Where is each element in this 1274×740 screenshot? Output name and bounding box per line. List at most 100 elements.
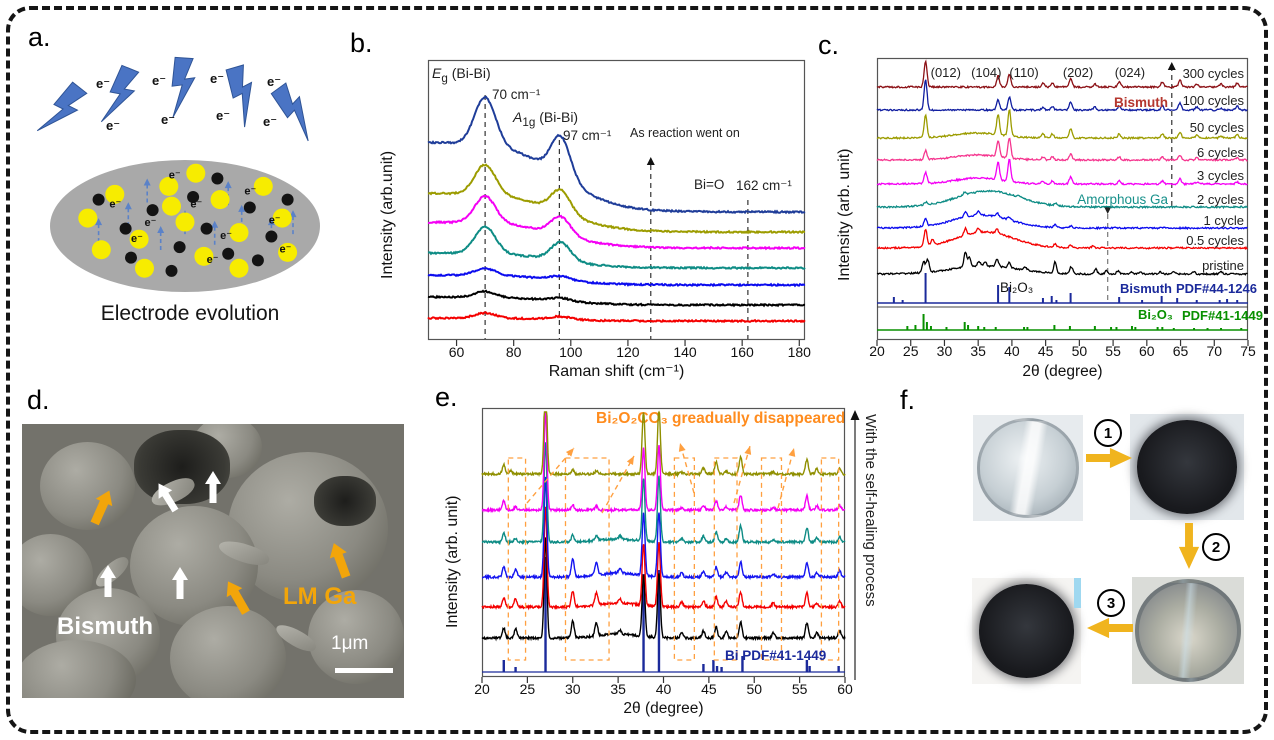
arrow-head [1167,62,1176,70]
disappearing-peak-box [760,457,783,661]
electron-symbol: e⁻ [263,114,277,129]
sem-micrograph [22,424,404,698]
reference-bi2o3-name: Bi₂O₃ [1138,307,1173,322]
e-x-tick: 30 [564,681,581,697]
reference-bi2o3-pdf: PDF#41-1449 [1182,308,1263,323]
xrd-trace-50-cycles [876,108,1248,141]
black-electrode-disc [1136,420,1238,514]
black-particle-dot [265,230,278,243]
disappearing-peak-box [713,457,738,661]
electron-symbol: e⁻ [207,254,219,266]
annotation-eg-mode: Eg (Bi-Bi) [432,65,491,85]
step-1-number: 1 [1094,419,1122,447]
reference-bismuth-name: Bismuth [1120,281,1172,296]
panel-label-b: b. [350,28,373,58]
electron-symbol: e⁻ [169,169,181,181]
xrd-trace-300-cycles [876,59,1248,90]
annotation-reaction: As reaction went on [630,126,740,140]
raman-chart [427,59,806,346]
c-x-tick: 70 [1206,343,1223,359]
yellow-particle-dot [91,240,111,260]
c-x-tick: 60 [1139,343,1155,359]
xrd-trace-0.5-cycles [876,225,1248,251]
series-label-3-cycles: 3 cycles [1197,168,1244,183]
annotation-arrow [733,445,751,504]
black-particle-dot [211,172,224,185]
e-y-axis-label: Intensity (arb. unit) [444,495,461,629]
disappearing-peak-box [820,457,840,661]
electron-symbol: e⁻ [190,199,202,211]
sem-cavity [314,476,376,526]
annotation-arrow [777,447,795,509]
electron-symbol: e⁻ [152,73,166,88]
electron-symbol: e⁻ [106,118,120,133]
b-x-tick: 140 [673,344,697,360]
annotation-bismuth: Bismuth [1114,95,1168,110]
lightning-bolt-icon [171,56,196,118]
bismuth-arrow [158,483,179,513]
electron-symbol: e⁻ [96,76,110,91]
electron-symbol: e⁻ [131,233,143,245]
series-label-6-cycles: 6 cycles [1197,145,1244,160]
xrd-healing-chart [481,407,846,683]
electron-symbol: e⁻ [280,243,292,255]
bismuth-arrow [172,567,188,599]
xrd-trace-1-cycle [876,209,1248,231]
a1g-symbol: A [513,109,523,125]
raman-trace-trace-5 [427,266,806,288]
annotation-bi2o3: Bi₂O₃ [1000,280,1034,295]
bismuth-arrow [100,565,116,597]
annotation-bi-o: Bi=O [694,177,725,192]
step-1-arrow [1086,447,1132,469]
sem-scale-bar [335,668,393,673]
series-label-50-cycles: 50 cycles [1189,120,1244,135]
yellow-particle-dot [210,190,230,210]
raman-trace-trace-1-top [427,95,806,215]
silver-electrode-disc [976,418,1080,518]
black-particle-dot [243,201,256,214]
lightning-bolt-icon [270,82,309,142]
raman-trace-trace-6 [427,289,806,308]
series-label-100-cycles: 100 cycles [1182,93,1244,108]
eg-symbol: E [432,65,442,81]
panel-label-c: c. [818,30,840,60]
xrd-trace-stage-4 [481,442,846,546]
c-x-tick: 20 [869,343,885,359]
raman-trace-trace-4 [427,224,806,271]
electron-flow-arrow-head [95,218,103,226]
e-x-tick: 35 [610,681,626,697]
electrode-evolution-caption: Electrode evolution [100,302,280,325]
electron-flow-arrow-head [224,181,232,189]
e-x-tick: 60 [837,681,853,697]
c-x-tick: 75 [1240,343,1256,359]
yellow-particle-dot [229,223,249,243]
yellow-particle-dot [162,196,181,216]
raman-trace-trace-3 [428,194,806,251]
step-2-number: 2 [1202,533,1230,561]
c-x-tick: 25 [902,343,919,359]
c-y-axis-label: Intensity (arb. unit) [836,148,853,282]
photo-discharged-electrode [1130,414,1244,520]
black-particle-dot [165,264,178,277]
xrd-trace-pristine [876,251,1248,276]
b-x-tick: 100 [559,344,583,360]
b-x-tick: 60 [448,344,465,360]
reference-bismuth-pdf: PDF#44-1246 [1176,281,1257,296]
step-3-arrow [1087,617,1133,639]
yellow-particle-dot [186,163,206,183]
xrd-trace-stage-5 [481,411,845,514]
e-x-tick: 20 [474,681,490,697]
e-x-axis-label: 2θ (degree) [623,700,704,717]
hkl-label-110: (110) [1009,65,1039,80]
hkl-label-202: (202) [1062,65,1094,80]
yellow-particle-dot [278,242,298,262]
electron-symbol: e⁻ [161,112,175,127]
panel-e-xrd-healing: e. Intensity (arb. unit) Bi₂O₂CO₃ greadu… [428,382,898,738]
electron-flow-arrow-head [124,202,132,210]
panel-label-e: e. [435,382,458,412]
disappearing-peak-box [673,457,696,661]
lightning-bolt-icon [36,81,88,132]
c-x-tick: 50 [1071,343,1088,359]
yellow-particle-dot [105,184,125,204]
